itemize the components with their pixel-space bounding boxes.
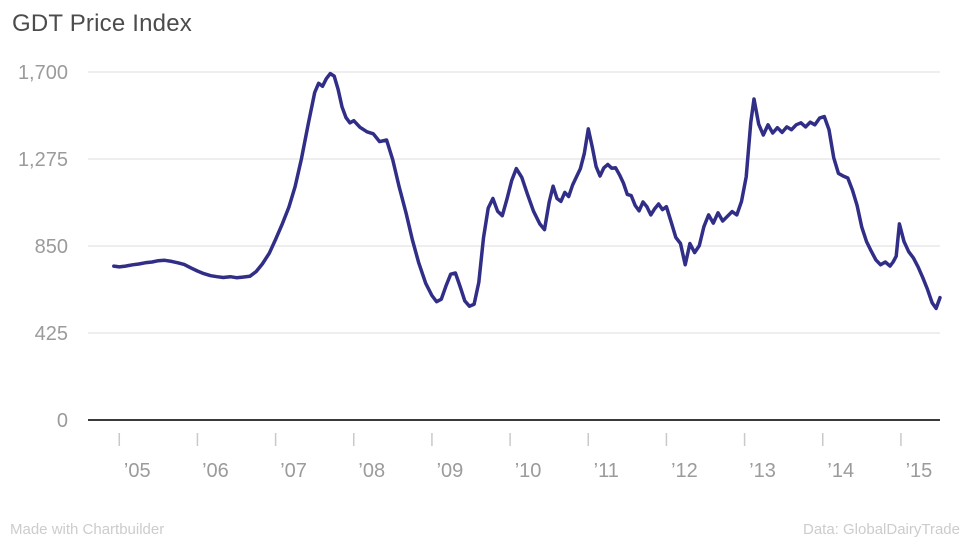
y-axis-label-1275: 1,275 bbox=[18, 149, 68, 171]
y-axis-label-850: 850 bbox=[35, 236, 68, 258]
x-axis-label-2011: ’11 bbox=[594, 460, 619, 482]
data-line-gdt-price-index bbox=[112, 71, 942, 311]
x-axis-label-2010: ’10 bbox=[515, 460, 542, 482]
x-axis-label-2013: ’13 bbox=[749, 460, 776, 482]
x-axis-label-2012: ’12 bbox=[671, 460, 698, 482]
x-axis-label-2006: ’06 bbox=[202, 460, 229, 482]
credit-datasource: Data: GlobalDairyTrade bbox=[802, 521, 960, 538]
x-axis-label-2007: ’07 bbox=[280, 460, 307, 482]
chart-title: GDT Price Index bbox=[12, 10, 192, 37]
y-axis-label-425: 425 bbox=[35, 323, 68, 345]
x-axis-label-2005: ’05 bbox=[124, 460, 151, 482]
y-axis-label-0: 0 bbox=[57, 410, 68, 432]
x-axis-label-2014: ’14 bbox=[827, 460, 854, 482]
credit-chartbuilder: Made with Chartbuilder bbox=[10, 521, 165, 538]
x-axis-label-2008: ’08 bbox=[358, 460, 385, 482]
y-axis-label-1700: 1,700 bbox=[18, 62, 68, 84]
x-axis-label-2015: ’15 bbox=[906, 460, 933, 482]
x-axis-label-2009: ’09 bbox=[437, 460, 464, 482]
